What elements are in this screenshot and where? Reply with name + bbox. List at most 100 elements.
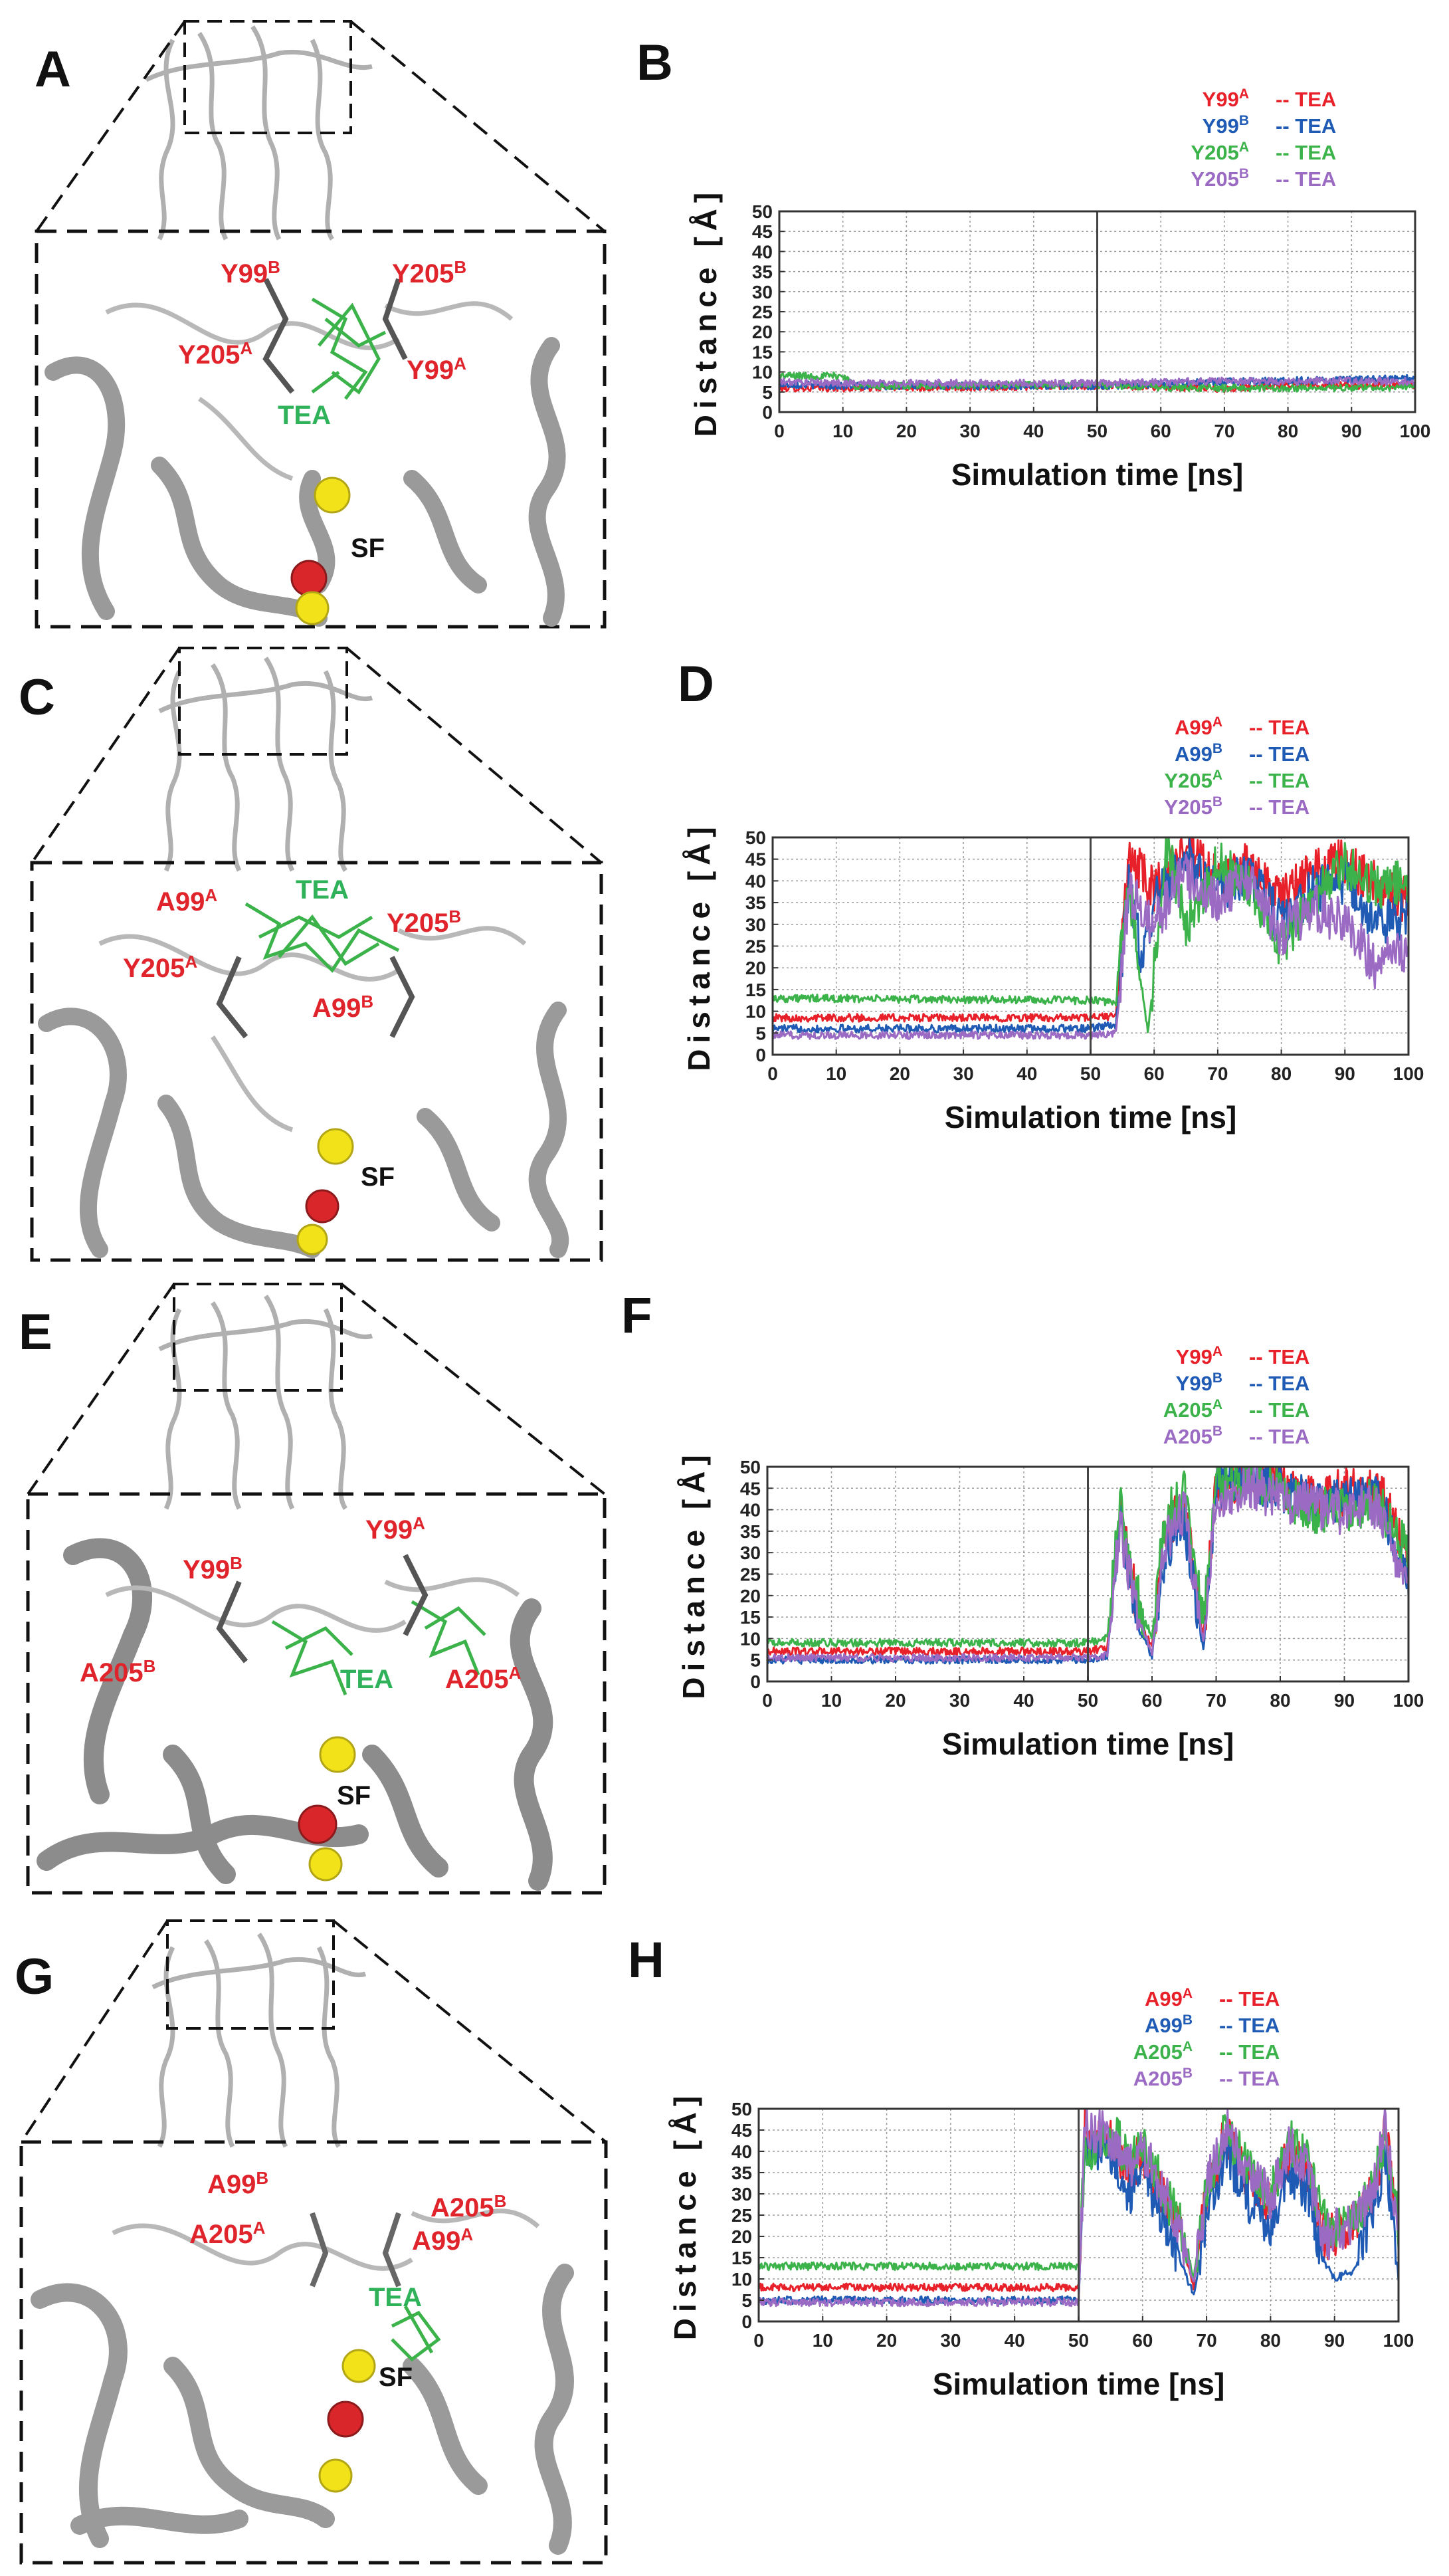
x-tick-label: 70 [1207,1063,1228,1084]
y-tick-label: 5 [762,382,773,403]
panel-letter: F [621,1287,652,1344]
x-tick-label: 60 [1141,1690,1162,1711]
ribbon-cartoon [45,337,566,627]
legend-entry: A99A [1145,1986,1193,2010]
ion-sphere [317,1128,354,1165]
y-tick-label: 5 [750,1650,761,1671]
y-tick-label: 50 [740,1457,761,1477]
y-tick-label: 20 [745,958,766,978]
y-tick-label: 45 [745,849,766,870]
panel-letter: D [678,656,714,712]
x-tick-label: 40 [1013,1690,1034,1711]
y-tick-label: 10 [745,1002,766,1022]
distance-chart-d: 0 10 20 30 40 50 60 70 80 90 100051015202530354045… [682,714,1424,1134]
x-tick-label: 40 [1016,1063,1037,1084]
x-tick-label: 30 [949,1690,970,1711]
residue-label: A99A [412,2224,473,2256]
selectivity-filter-label: SF [361,1162,395,1192]
legend-partner: -- TEA [1249,1345,1309,1368]
legend-entry: A205A [1133,2039,1193,2064]
y-tick-label: 25 [745,936,766,957]
structure-panel-c: C A99A [19,647,603,1262]
x-axis-title: Simulation time [ns] [933,2367,1225,2401]
ligand-label: TEA [296,875,349,905]
y-tick-label: 15 [731,2248,752,2268]
y-tick-label: 45 [740,1478,761,1499]
legend-partner: -- TEA [1249,769,1309,792]
residue-label: Y99A [407,354,466,385]
distance-chart-h: 0 10 20 30 40 50 60 70 80 90 100051015202530354045… [668,1986,1414,2401]
y-tick-label: 40 [740,1500,761,1521]
x-tick-label: 0 [767,1063,778,1084]
legend-entry: A205B [1163,1424,1222,1448]
alanine-sticks [310,2212,401,2288]
residue-label: Y99B [183,1553,242,1584]
x-tick-label: 90 [1341,421,1362,441]
x-tick-label: 30 [953,1063,974,1084]
x-tick-label: 100 [1383,2330,1414,2351]
legend-entry: Y99A [1176,1344,1222,1368]
distance-chart-f: 0 10 20 30 40 50 60 70 80 90 100051015202530354045… [676,1344,1424,1761]
y-axis-title: Distance [Å] [688,187,723,437]
x-axis-title: Simulation time [ns] [945,1100,1237,1134]
residue-label: Y205B [387,907,461,938]
residue-label: Y205A [123,952,197,983]
residue-label: A99A [156,885,217,916]
ion-sphere [341,2349,376,2383]
legend-partner: -- TEA [1249,742,1309,766]
x-tick-label: 90 [1334,1690,1355,1711]
x-tick-label: 60 [1132,2330,1153,2351]
x-tick-label: 100 [1393,1063,1424,1084]
y-tick-label: 25 [752,302,773,322]
legend-partner: -- TEA [1249,1398,1309,1422]
x-tick-label: 20 [876,2330,897,2351]
x-tick-label: 90 [1335,1063,1355,1084]
tyrosine-sticks [216,1554,429,1664]
tea-ligand [244,902,400,973]
ion-sphere [318,2458,353,2493]
y-tick-label: 20 [740,1586,761,1606]
y-tick-label: 5 [741,2290,752,2311]
y-tick-label: 30 [731,2184,752,2204]
ion-sphere [319,1736,356,1773]
loops [105,1577,520,1633]
water-sphere [305,1189,339,1224]
tyrosine-sticks [262,278,408,394]
ion-sphere [314,477,351,514]
x-tick-label: 20 [896,421,917,441]
legend-entry: Y205A [1164,768,1222,792]
y-tick-label: 10 [752,362,773,383]
x-tick-label: 80 [1270,1690,1290,1711]
ligand-label: TEA [340,1665,393,1694]
y-tick-label: 15 [745,980,766,1000]
structure-panel-a: A Y9 [35,20,607,629]
ion-sphere [295,591,330,625]
y-tick-label: 0 [750,1671,761,1692]
x-tick-label: 90 [1324,2330,1345,2351]
structure-panel-e: E Y99A [19,1283,607,1895]
x-tick-label: 80 [1271,1063,1292,1084]
y-tick-label: 5 [755,1023,766,1043]
panel-letter: E [19,1304,52,1360]
y-tick-label: 10 [740,1628,761,1649]
residue-label: A205A [445,1663,522,1694]
x-tick-label: 50 [1080,1063,1101,1084]
x-tick-label: 80 [1278,421,1298,441]
protein-overview [158,1295,373,1510]
panel-letter: A [35,41,71,98]
x-tick-label: 70 [1197,2330,1217,2351]
y-tick-label: 50 [745,827,766,848]
legend-partner: -- TEA [1219,2014,1280,2037]
ribbon-cartoon [31,2264,574,2555]
legend-partner: -- TEA [1219,1987,1280,2010]
legend-partner: -- TEA [1276,141,1336,164]
y-axis-title: Distance [Å] [682,821,716,1071]
residue-label: A99B [312,992,373,1023]
residue-label: A99B [207,2168,268,2199]
x-tick-label: 70 [1214,421,1234,441]
y-tick-label: 40 [752,241,773,262]
legend-partner: -- TEA [1219,2067,1280,2090]
x-tick-label: 70 [1206,1690,1226,1711]
ligand-label: TEA [369,2283,422,2312]
